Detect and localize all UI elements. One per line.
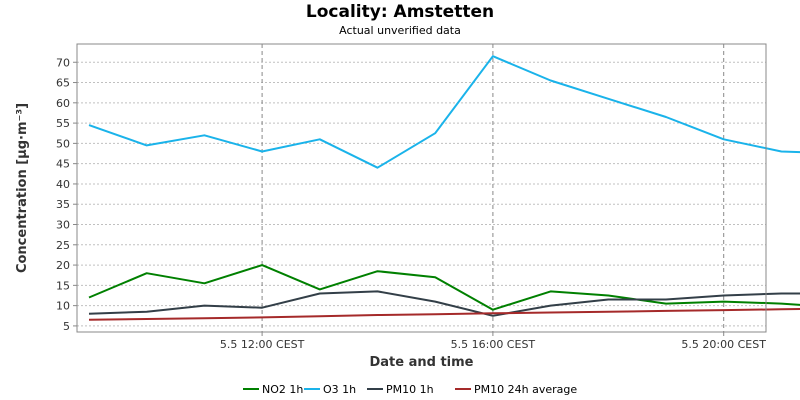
y-tick-label: 35	[56, 198, 70, 211]
y-tick-label: 20	[56, 259, 70, 272]
legend-label: NO2 1h	[262, 383, 303, 396]
y-tick-label: 50	[56, 137, 70, 150]
y-tick-label: 65	[56, 77, 70, 90]
legend: NO2 1h O3 1h PM10 1h PM10 24h average	[243, 383, 577, 396]
series-no2-1h	[88, 264, 800, 311]
legend-label: PM10 24h average	[474, 383, 577, 396]
legend-item: O3 1h	[304, 383, 356, 396]
series-line	[88, 290, 800, 317]
x-tick-label: 5.5 12:00 CEST	[220, 338, 305, 351]
chart-title: Locality: Amstetten	[305, 2, 495, 22]
chart-subtitle: Actual unverified data	[339, 24, 461, 37]
y-tick-label: 15	[56, 279, 70, 292]
tick-labels: 5 10 15 20 25 30 35 40 45 50 55 60 65 70 5.5 12:00 CES…	[56, 56, 766, 351]
series-o3-1h	[88, 55, 800, 169]
series-line	[88, 264, 800, 311]
y-tick-label: 60	[56, 97, 70, 110]
x-axis-label: Date and time	[369, 355, 473, 370]
y-tick-label: 45	[56, 158, 70, 171]
y-tick-label: 40	[56, 178, 70, 191]
legend-label: PM10 1h	[386, 383, 434, 396]
y-tick-label: 5	[63, 320, 70, 333]
y-tick-label: 10	[56, 300, 70, 313]
legend-label: O3 1h	[323, 383, 356, 396]
x-tick-label: 5.5 16:00 CEST	[451, 338, 536, 351]
series-pm10-24h-average	[88, 308, 800, 321]
y-tick-label: 55	[56, 117, 70, 130]
legend-item: PM10 24h average	[455, 383, 577, 396]
y-axis-label: Concentration [µg·m⁻³]	[15, 103, 30, 273]
series-pm10-1h	[88, 290, 800, 317]
x-tick-label: 5.5 20:00 CEST	[681, 338, 766, 351]
legend-item: PM10 1h	[367, 383, 434, 396]
series-layer	[88, 55, 800, 321]
plot-frame	[76, 43, 767, 333]
grid	[73, 44, 766, 336]
y-tick-label: 70	[56, 56, 70, 69]
series-line	[88, 55, 800, 169]
y-tick-label: 25	[56, 239, 70, 252]
legend-item: NO2 1h	[243, 383, 303, 396]
series-line	[88, 308, 800, 321]
y-tick-label: 30	[56, 219, 70, 232]
